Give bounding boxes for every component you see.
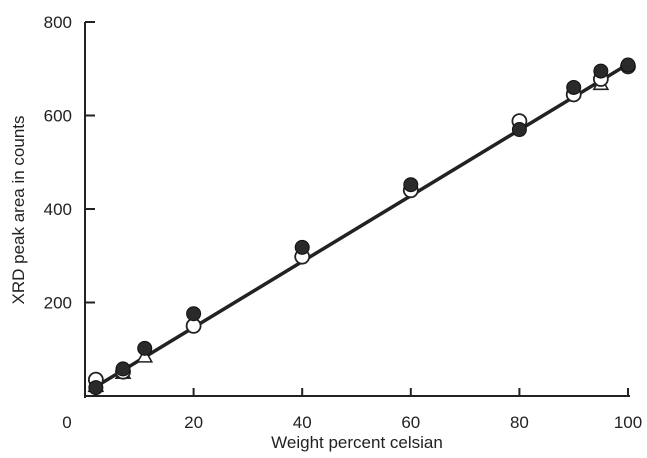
x-tick-label: 100 bbox=[614, 413, 642, 432]
x-tick-label: 60 bbox=[401, 413, 420, 432]
filled-circle-point bbox=[620, 57, 636, 73]
y-axis-title: XRD peak area in counts bbox=[9, 116, 28, 305]
axis-ticks: 0 20 40 60 80 100 200 400 600 800 bbox=[44, 13, 643, 432]
filled-circle-point bbox=[115, 361, 131, 377]
fit-line bbox=[94, 62, 630, 389]
x-tick-label: 20 bbox=[184, 413, 203, 432]
x-tick-label: 80 bbox=[510, 413, 529, 432]
filled-circle-point bbox=[294, 239, 310, 255]
filled-circle-point bbox=[88, 380, 104, 396]
x-axis-title: Weight percent celsian bbox=[271, 433, 443, 452]
filled-circle-point bbox=[137, 340, 153, 356]
y-tick-label: 800 bbox=[44, 13, 72, 32]
y-tick-label: 400 bbox=[44, 200, 72, 219]
filled-circle-point bbox=[403, 177, 419, 193]
y-tick-label: 200 bbox=[44, 294, 72, 313]
plot-area bbox=[84, 22, 630, 398]
filled-circle-point bbox=[511, 122, 527, 138]
data-marks bbox=[87, 57, 636, 396]
x-tick-label: 40 bbox=[293, 413, 312, 432]
x-tick-label: 0 bbox=[62, 413, 71, 432]
filled-circle-point bbox=[186, 306, 202, 322]
filled-circle-point bbox=[566, 79, 582, 95]
filled-circle-point bbox=[593, 63, 609, 79]
y-tick-label: 600 bbox=[44, 107, 72, 126]
